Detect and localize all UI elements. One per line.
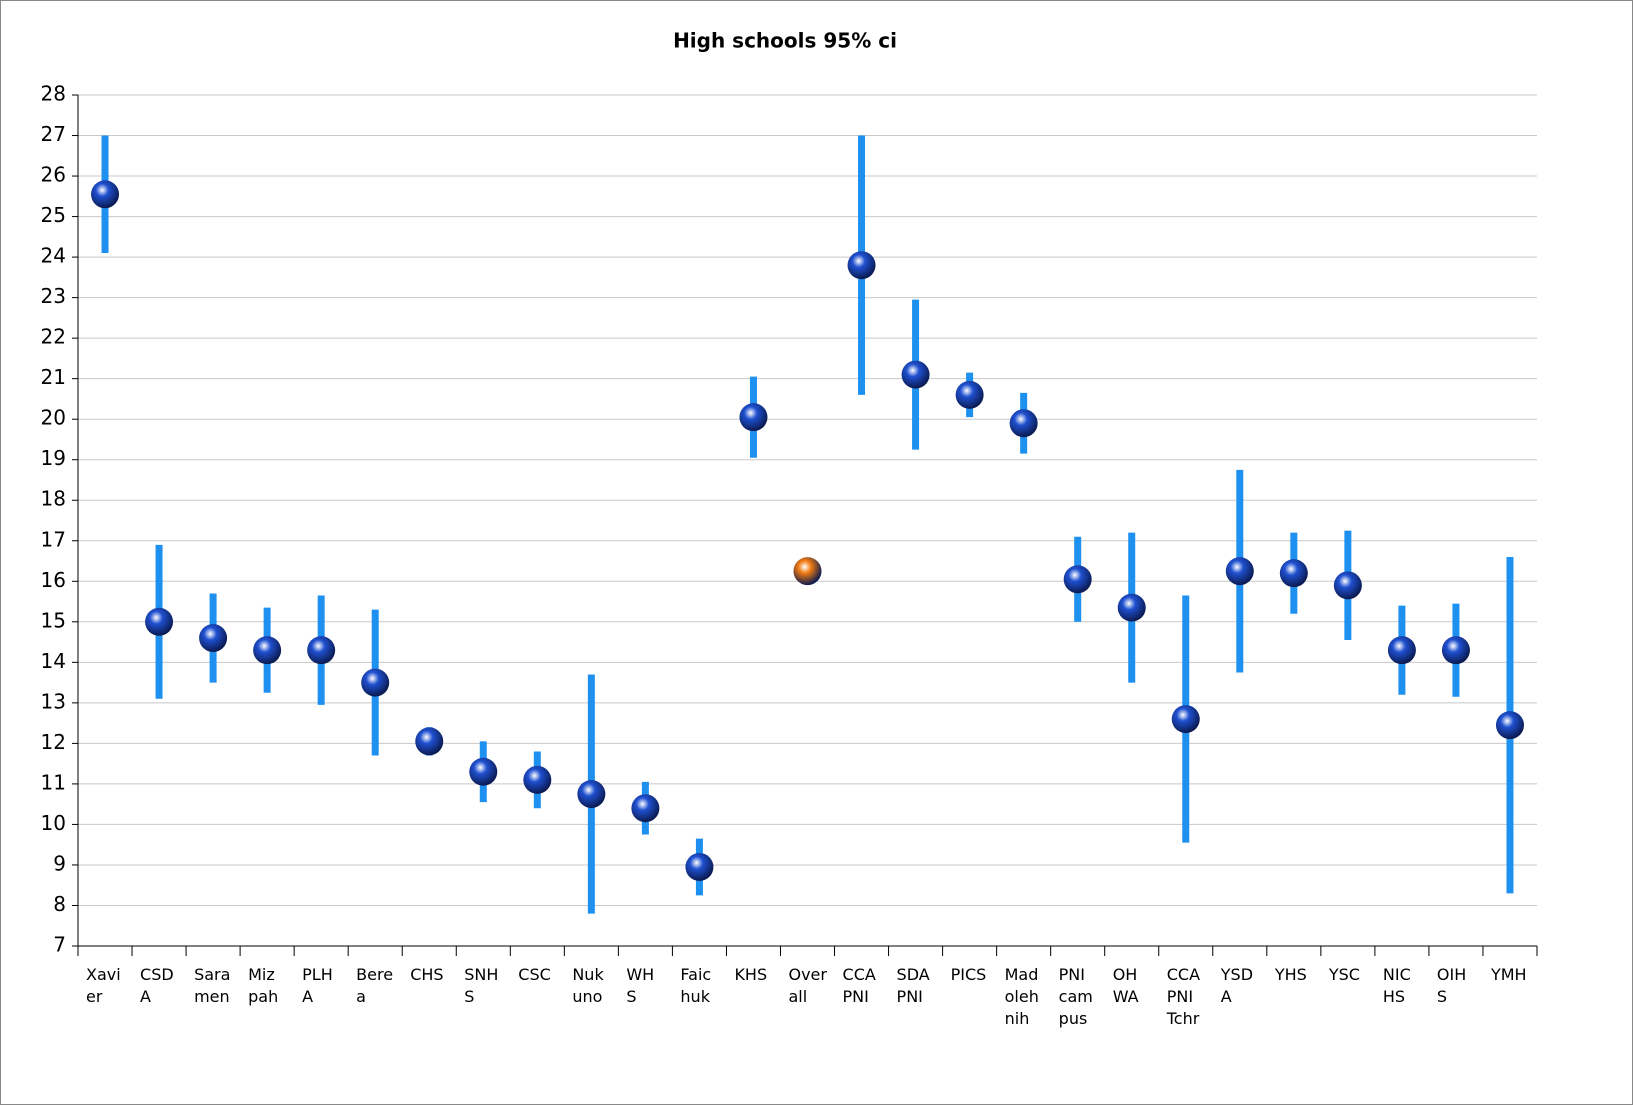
- point: [1171, 705, 1200, 734]
- x-tick-label: SNH S: [464, 965, 499, 1006]
- y-tick-label: 12: [41, 730, 66, 754]
- point: [307, 636, 336, 665]
- y-tick-label: 17: [41, 527, 66, 551]
- x-tick-label: SDA PNI: [896, 965, 930, 1006]
- point: [955, 380, 984, 409]
- x-tick-label: Nuk uno: [572, 965, 604, 1006]
- x-tick-label: OIH S: [1436, 965, 1467, 1006]
- y-tick-label: 23: [41, 284, 66, 308]
- x-tick-label: PNI cam pus: [1058, 965, 1093, 1028]
- y-tick-label: 27: [41, 122, 66, 146]
- point: [1117, 593, 1146, 622]
- point: [793, 557, 822, 586]
- y-tick-label: 14: [41, 649, 66, 673]
- x-tick-label: CCA PNI Tchr: [1166, 965, 1201, 1028]
- y-tick-label: 25: [41, 203, 66, 227]
- point: [1279, 559, 1308, 588]
- point: [199, 624, 228, 653]
- x-tick-label: PICS: [950, 965, 987, 984]
- point: [1387, 636, 1416, 665]
- point: [1063, 565, 1092, 594]
- y-tick-label: 13: [41, 689, 66, 713]
- point: [1225, 557, 1254, 586]
- x-tick-label: Bere a: [356, 965, 394, 1006]
- x-tick-label: YSD A: [1220, 965, 1254, 1006]
- point: [523, 765, 552, 794]
- x-tick-label: CCA PNI: [842, 965, 876, 1006]
- y-tick-label: 18: [41, 487, 66, 511]
- x-tick-label: OH WA: [1112, 965, 1139, 1006]
- point: [1333, 571, 1362, 600]
- y-tick-label: 22: [41, 325, 66, 349]
- y-tick-label: 8: [53, 892, 66, 916]
- x-tick-label: CHS: [410, 965, 444, 984]
- x-tick-label: Over all: [788, 965, 827, 1006]
- point: [469, 757, 498, 786]
- chart-title: High schools 95% ci: [673, 29, 897, 53]
- point: [1009, 409, 1038, 438]
- point: [361, 668, 390, 697]
- point: [1495, 711, 1524, 740]
- y-tick-label: 11: [41, 770, 66, 794]
- y-tick-label: 26: [41, 163, 66, 187]
- point: [1441, 636, 1470, 665]
- point: [253, 636, 282, 665]
- x-tick-label: Miz pah: [248, 965, 279, 1006]
- y-tick-label: 20: [41, 406, 66, 430]
- point: [901, 360, 930, 389]
- x-tick-label: CSC: [518, 965, 551, 984]
- x-tick-label: YMH: [1490, 965, 1527, 984]
- point: [739, 403, 768, 432]
- point: [577, 780, 606, 809]
- x-tick-label: YSC: [1328, 965, 1360, 984]
- point: [847, 251, 876, 280]
- x-tick-label: Sara men: [194, 965, 231, 1006]
- point: [415, 727, 444, 756]
- x-tick-label: PLH A: [302, 965, 333, 1006]
- point: [91, 180, 120, 209]
- point: [685, 852, 714, 881]
- x-tick-label: Faic huk: [680, 965, 712, 1006]
- x-tick-label: KHS: [734, 965, 768, 984]
- x-tick-label: Mad oleh nih: [1004, 965, 1039, 1028]
- point: [631, 794, 660, 823]
- x-tick-label: YHS: [1274, 965, 1307, 984]
- y-tick-label: 24: [41, 244, 66, 268]
- y-tick-label: 16: [41, 568, 66, 592]
- x-tick-label: WH S: [626, 965, 655, 1006]
- x-tick-label: NIC HS: [1382, 965, 1411, 1006]
- y-tick-label: 10: [41, 811, 66, 835]
- y-tick-label: 19: [41, 446, 66, 470]
- y-tick-label: 15: [41, 608, 66, 632]
- x-tick-label: Xavi er: [86, 965, 121, 1006]
- y-tick-label: 28: [41, 82, 66, 106]
- y-tick-label: 7: [53, 933, 66, 957]
- point: [145, 607, 174, 636]
- y-tick-label: 21: [41, 365, 66, 389]
- y-tick-label: 9: [53, 851, 66, 875]
- x-tick-label: CSD A: [140, 965, 174, 1006]
